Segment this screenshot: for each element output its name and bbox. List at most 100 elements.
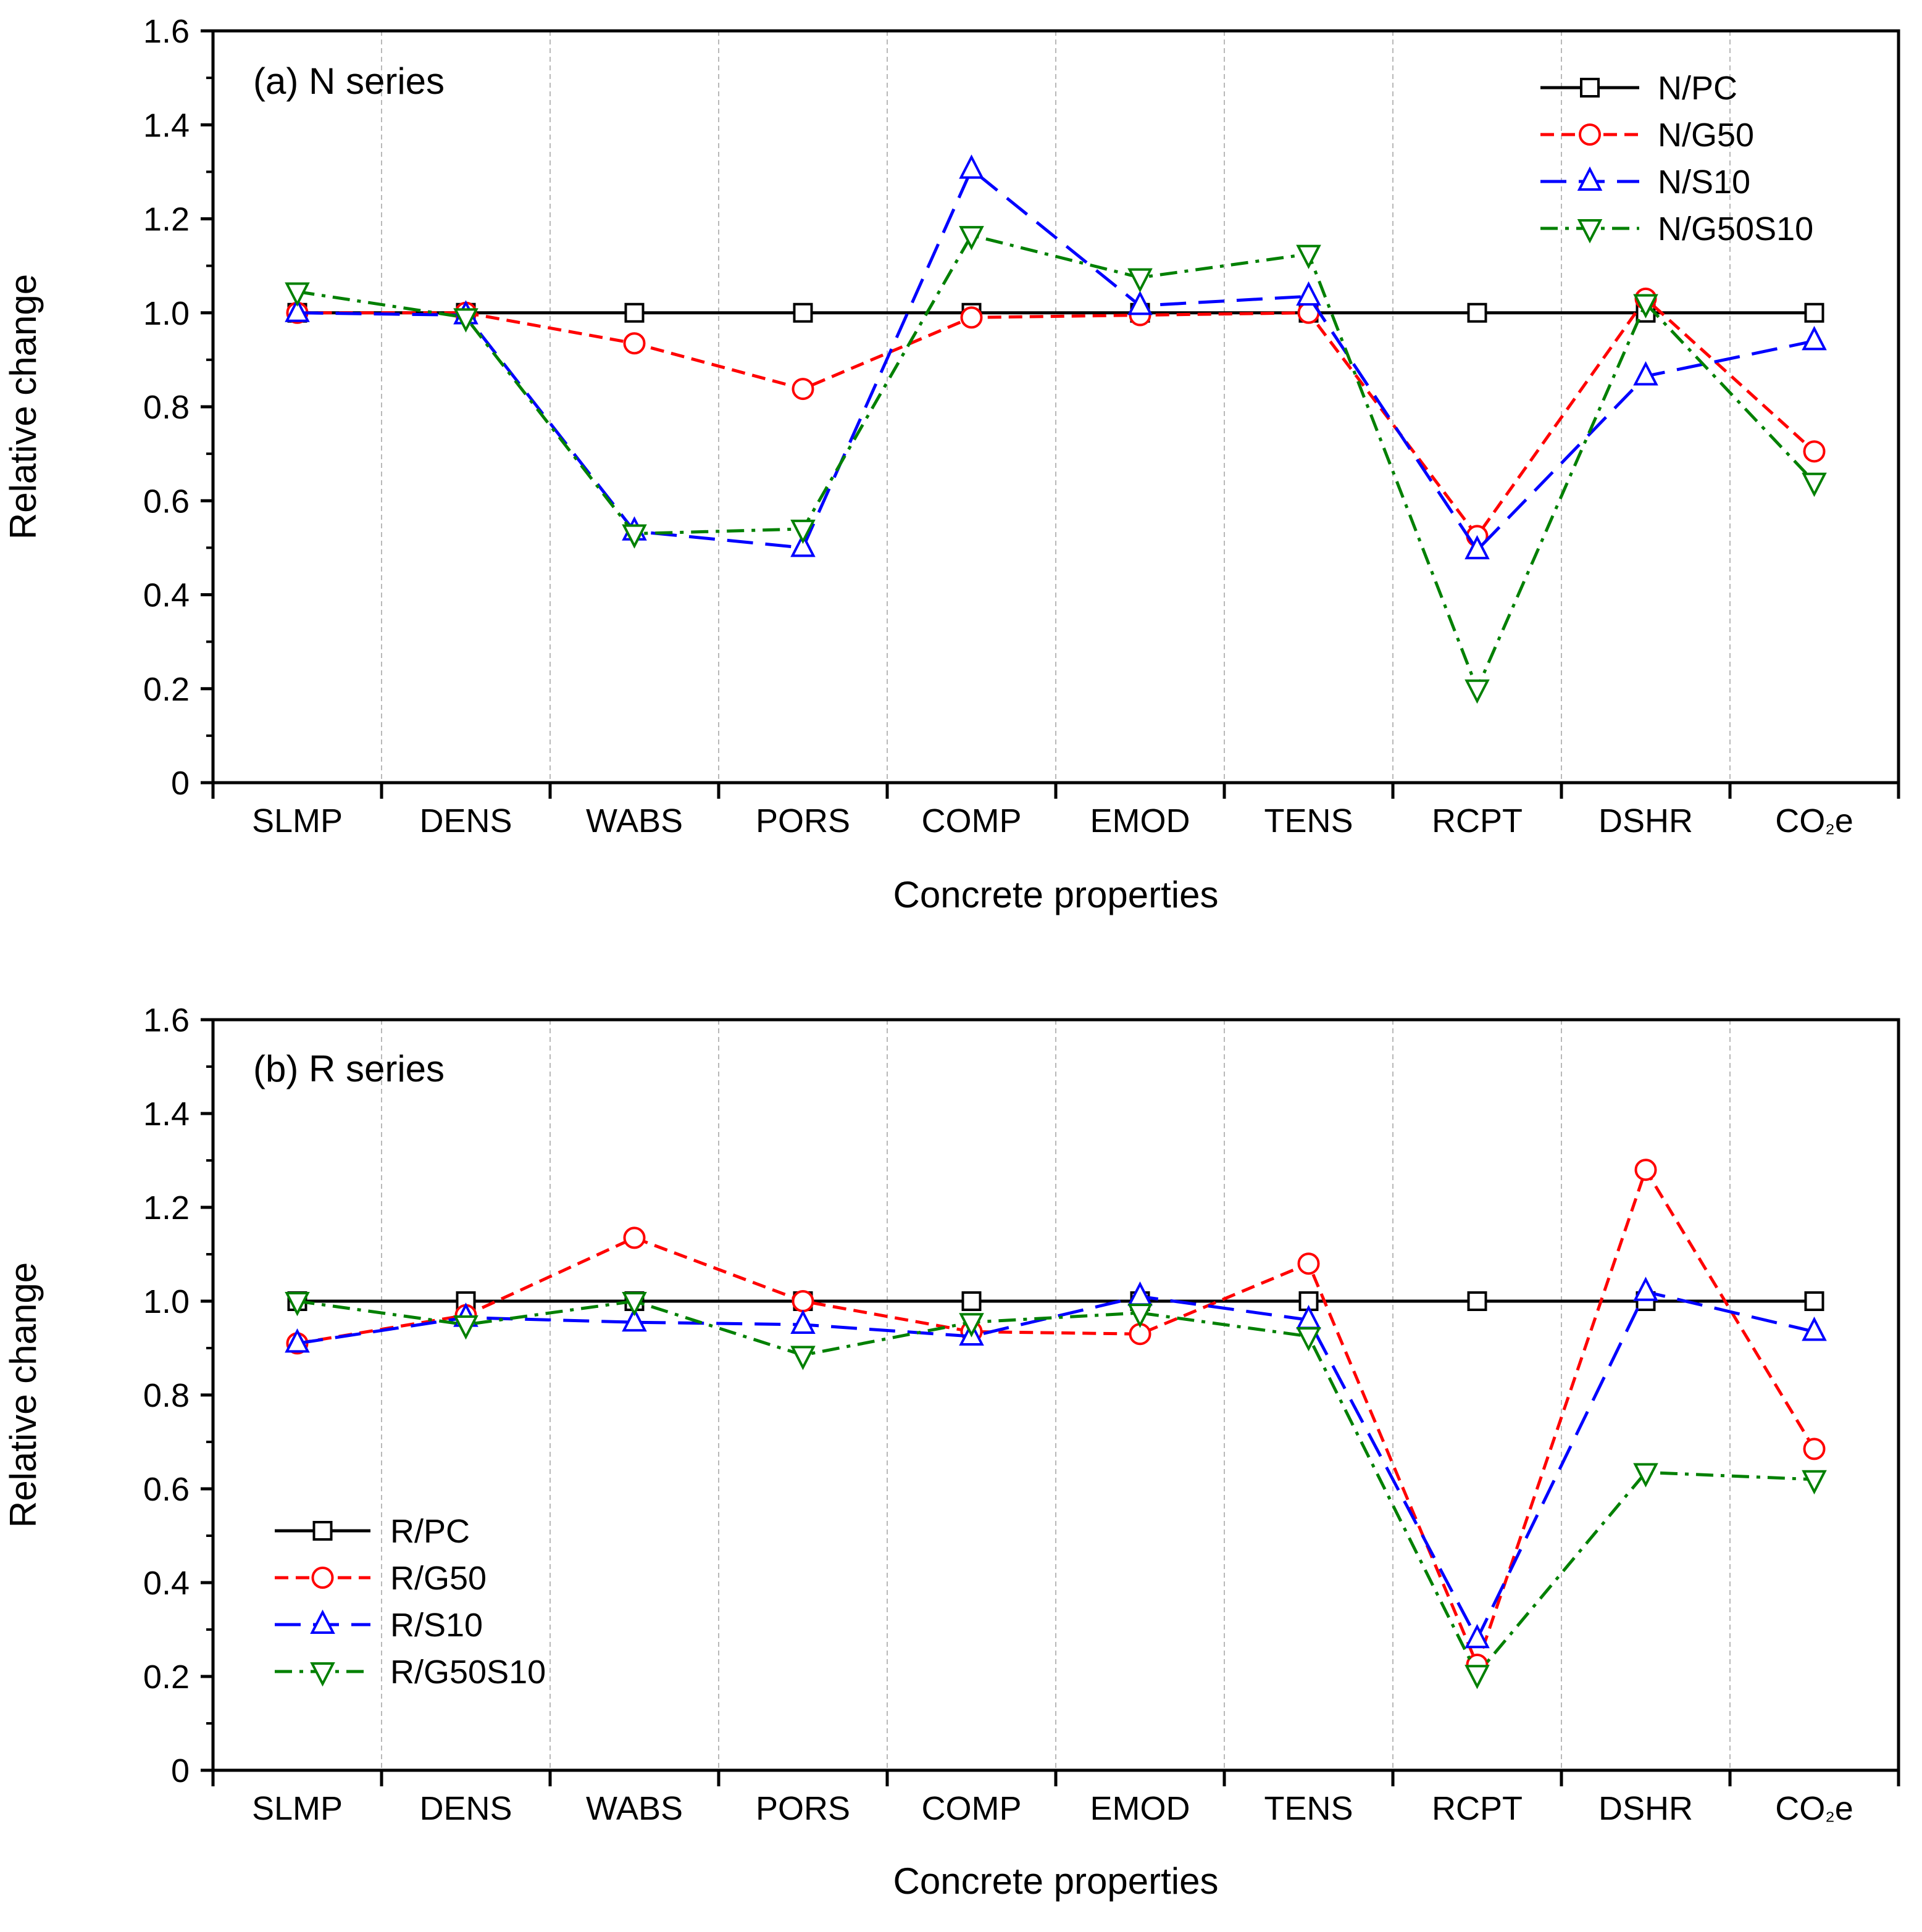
x-tick-label: TENS (1264, 1790, 1353, 1827)
data-point (959, 1313, 984, 1338)
data-point (1633, 1463, 1658, 1488)
x-tick-label: WABS (586, 1790, 683, 1827)
data-point (1464, 535, 1490, 560)
data-point (285, 1328, 310, 1353)
data-point (1127, 268, 1153, 293)
gridlines (381, 31, 1731, 783)
x-tick-label: CO₂e (1775, 1790, 1853, 1827)
legend-marker-icon (312, 1521, 333, 1541)
x-tick-label: TENS (1264, 802, 1353, 839)
y-tick-label: 0.6 (143, 483, 190, 520)
data-point (1467, 1291, 1487, 1311)
data-point (1296, 1327, 1321, 1352)
chart-panel-b: 0 0.2 0.4 0.6 0.8 1.0 1.2 1.4 1.6 SLMP DENS WABS POR… (2, 1002, 1900, 1902)
data-point (792, 378, 814, 401)
y-tick-label: 0.4 (143, 1565, 190, 1602)
legend-label: N/G50 (1658, 117, 1754, 154)
legend-marker-icon (310, 1662, 335, 1687)
series-r-g50s10 (285, 1292, 1827, 1689)
series-line (297, 1168, 1816, 1667)
legend-item: N/S10 (1540, 164, 1750, 201)
data-point (624, 302, 645, 323)
series-line (297, 1299, 1815, 1676)
data-point (1634, 1159, 1657, 1181)
x-tick-label: COMP (922, 1790, 1022, 1827)
y-tick-label: 0.2 (143, 671, 190, 708)
legend-item: R/S10 (275, 1607, 483, 1644)
series-line (297, 297, 1816, 538)
data-point (1296, 244, 1321, 269)
data-point (961, 1291, 982, 1311)
data-point (622, 524, 647, 549)
y-tick-label: 0.4 (143, 577, 190, 614)
data-point (622, 1307, 647, 1332)
data-point (623, 332, 646, 355)
y-axis: 0 0.2 0.4 0.6 0.8 1.0 1.2 1.4 1.6 (143, 13, 213, 802)
data-point (1803, 1438, 1826, 1460)
legend-label: N/S10 (1658, 164, 1750, 201)
y-tick-label: 1.4 (143, 1096, 190, 1133)
y-axis-title: Relative change (2, 1262, 44, 1528)
panel-title: (b) R series (253, 1048, 445, 1089)
legend: R/PC R/G50 R/S10 R/G50S10 (275, 1513, 546, 1691)
x-tick-label: DSHR (1598, 802, 1693, 839)
x-tick-label: EMOD (1090, 802, 1190, 839)
x-tick-label: RCPT (1432, 802, 1523, 839)
data-point (285, 298, 310, 322)
data-point (1802, 472, 1827, 498)
y-tick-label: 1.6 (143, 1002, 190, 1039)
series-n-g50s10 (285, 226, 1827, 704)
data-point (790, 1346, 816, 1370)
legend-item: R/G50 (275, 1560, 487, 1597)
legend-label: R/G50 (390, 1560, 487, 1597)
data-point (959, 154, 984, 179)
legend-marker-icon (1580, 78, 1600, 98)
data-point (1633, 1276, 1658, 1301)
data-point (1296, 281, 1321, 306)
data-point (1802, 326, 1827, 351)
y-tick-label: 0.2 (143, 1659, 190, 1696)
legend-item: R/PC (275, 1513, 470, 1550)
legend-label: R/G50S10 (390, 1654, 546, 1691)
legend-item: R/G50S10 (275, 1654, 546, 1691)
legend-label: N/G50S10 (1658, 210, 1813, 248)
data-point (790, 533, 816, 557)
x-axis: SLMP DENS WABS PORS COMP EMOD TENS RCPT DSHR CO₂e (211, 783, 1900, 839)
legend-label: R/PC (390, 1513, 470, 1550)
x-axis-title: Concrete properties (893, 874, 1219, 915)
y-tick-label: 0 (171, 1752, 190, 1789)
legend-label: N/PC (1658, 70, 1737, 107)
panel-title: (a) N series (253, 60, 445, 102)
y-tick-label: 1.2 (143, 201, 190, 238)
data-point (1633, 361, 1658, 386)
data-point (285, 282, 310, 307)
data-point (1297, 1252, 1320, 1275)
data-point (1464, 1665, 1490, 1689)
y-tick-label: 0.6 (143, 1471, 190, 1508)
legend-item: N/G50S10 (1540, 210, 1813, 248)
data-point (1464, 679, 1490, 704)
y-tick-label: 1.6 (143, 13, 190, 50)
data-point (623, 1226, 646, 1249)
data-point (790, 519, 816, 544)
x-tick-label: RCPT (1432, 1790, 1523, 1827)
y-tick-label: 1.0 (143, 295, 190, 332)
y-tick-label: 0.8 (143, 389, 190, 426)
legend-item: N/PC (1540, 70, 1737, 107)
data-point (453, 1315, 478, 1340)
series-line (297, 1290, 1815, 1641)
data-point (1127, 290, 1153, 315)
x-axis-title: Concrete properties (893, 1860, 1219, 1902)
x-tick-label: SLMP (252, 802, 343, 839)
data-point (453, 308, 478, 333)
x-tick-label: SLMP (252, 1790, 343, 1827)
x-tick-label: COMP (922, 802, 1022, 839)
data-point (959, 226, 984, 251)
x-tick-label: DENS (419, 802, 512, 839)
data-point (622, 1292, 647, 1317)
series-r-g50 (286, 1159, 1826, 1676)
y-axis-title: Relative change (2, 274, 44, 539)
series-line (297, 168, 1815, 552)
legend-marker-icon (1579, 123, 1601, 146)
